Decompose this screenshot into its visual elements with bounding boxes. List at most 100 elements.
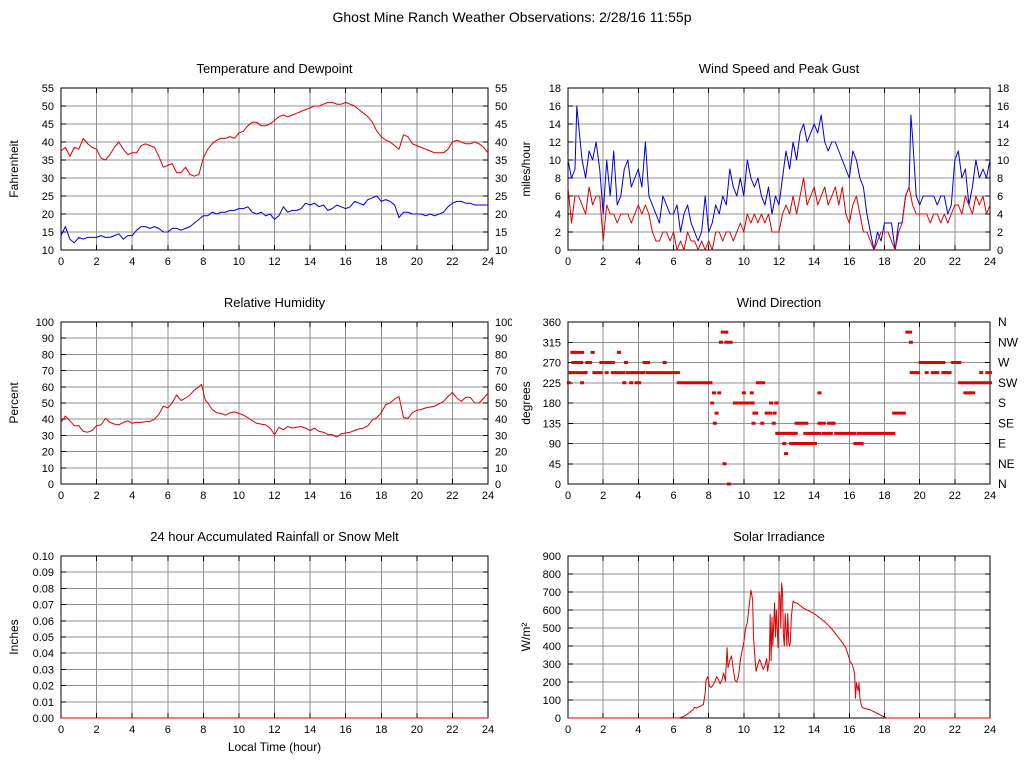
x-tick-label: 6 — [165, 490, 171, 502]
x-tick-label: 2 — [600, 724, 606, 736]
y-tick-label: 12 — [549, 137, 561, 149]
x-tick-label: 10 — [738, 724, 750, 736]
x-tick-label: 14 — [304, 256, 316, 268]
x-tick-label: 12 — [268, 490, 280, 502]
y-tick-label: 200 — [543, 677, 561, 689]
y-tick-label: 16 — [549, 101, 561, 113]
x-tick-label: 18 — [375, 256, 387, 268]
y-tick-label: 100 — [543, 695, 561, 707]
y-tick-label: 10 — [42, 463, 54, 475]
y-axis-label: W/m² — [519, 623, 533, 652]
x-tick-label: 12 — [773, 490, 785, 502]
y-tick-label-right: 2 — [997, 227, 1003, 239]
compass-label: E — [998, 437, 1006, 451]
x-tick-label: 16 — [843, 256, 855, 268]
x-tick-label: 20 — [914, 490, 926, 502]
x-tick-label: 2 — [600, 256, 606, 268]
y-axis-label: miles/hour — [519, 141, 533, 196]
x-tick-label: 24 — [984, 724, 996, 736]
series-wind-speed — [567, 177, 991, 251]
y-tick-label: 60 — [42, 382, 54, 394]
y-axis-label: degrees — [519, 381, 533, 424]
x-tick-label: 18 — [878, 490, 890, 502]
y-tick-label: 6 — [555, 191, 561, 203]
y-tick-label: 600 — [543, 605, 561, 617]
x-tick-label: 8 — [706, 490, 712, 502]
y-tick-label: 400 — [543, 641, 561, 653]
x-tick-label: 2 — [600, 490, 606, 502]
y-tick-label: 10 — [549, 155, 561, 167]
x-tick-label: 12 — [268, 256, 280, 268]
x-tick-label: 18 — [878, 256, 890, 268]
y-tick-label: 35 — [42, 155, 54, 167]
y-tick-label: 50 — [42, 101, 54, 113]
chart-wind-direction: Wind Direction 0 2 4 6 8 10 12 14 16 18 20 22 24 0 N 45… — [512, 289, 1024, 523]
x-tick-label: 6 — [670, 490, 676, 502]
x-tick-label: 0 — [58, 490, 64, 502]
x-tick-label: 24 — [984, 256, 996, 268]
x-tick-label: 4 — [635, 256, 641, 268]
y-tick-label: 100 — [36, 317, 54, 329]
x-tick-label: 18 — [878, 724, 890, 736]
x-tick-label: 22 — [949, 490, 961, 502]
chart-relative-humidity: Relative Humidity 0 2 4 6 8 10 12 14 16 18 20 22 24 0… — [0, 289, 512, 523]
y-tick-label-right: 80 — [495, 349, 507, 361]
x-tick-label: 6 — [670, 724, 676, 736]
y-tick-label: 315 — [543, 337, 561, 349]
solar-irradiance-plot: 0 2 4 6 8 10 12 14 16 18 20 22 240100200300400500600… — [519, 551, 996, 736]
x-tick-label: 20 — [411, 256, 423, 268]
x-tick-label: 8 — [200, 256, 206, 268]
y-tick-label-right: 10 — [997, 155, 1009, 167]
y-tick-label-right: 0 — [997, 245, 1003, 257]
y-tick-label: 30 — [42, 430, 54, 442]
y-tick-label-right: 45 — [495, 119, 507, 131]
series-wind-direction — [566, 330, 992, 486]
y-tick-label-right: 100 — [495, 317, 512, 329]
y-tick-label: 0.09 — [33, 567, 54, 579]
x-tick-label: 12 — [268, 724, 280, 736]
y-tick-label: 0.02 — [33, 681, 54, 693]
x-tick-label: 0 — [58, 724, 64, 736]
x-tick-label: 16 — [340, 490, 352, 502]
y-tick-label: 0.07 — [33, 600, 54, 612]
y-tick-label: 80 — [42, 349, 54, 361]
x-tick-label: 20 — [411, 490, 423, 502]
y-tick-label: 90 — [549, 439, 561, 451]
y-tick-label: 45 — [549, 459, 561, 471]
y-tick-label: 18 — [549, 83, 561, 95]
compass-label: SW — [998, 376, 1018, 390]
y-tick-label-right: 4 — [997, 209, 1003, 221]
x-tick-label: 2 — [94, 724, 100, 736]
y-tick-label: 10 — [42, 245, 54, 257]
chart-title-solar-irradiance: Solar Irradiance — [733, 529, 825, 544]
x-tick-label: 4 — [129, 490, 135, 502]
y-tick-label: 0.08 — [33, 583, 54, 595]
y-tick-label: 0.06 — [33, 616, 54, 628]
x-tick-label: 0 — [565, 256, 571, 268]
x-tick-label: 20 — [411, 724, 423, 736]
y-tick-label: 0.04 — [33, 648, 54, 660]
x-tick-label: 14 — [808, 256, 820, 268]
x-tick-label: 10 — [233, 490, 245, 502]
y-tick-label-right: 35 — [495, 155, 507, 167]
y-tick-label: 70 — [42, 366, 54, 378]
x-tick-label: 12 — [773, 724, 785, 736]
x-tick-label: 10 — [233, 256, 245, 268]
y-tick-label: 900 — [543, 551, 561, 563]
y-tick-label: 0 — [555, 245, 561, 257]
y-tick-label-right: 30 — [495, 430, 507, 442]
chart-title-relative-humidity: Relative Humidity — [223, 295, 326, 310]
x-tick-label: 14 — [808, 724, 820, 736]
x-tick-label: 10 — [233, 724, 245, 736]
y-tick-label-right: 8 — [997, 173, 1003, 185]
y-axis-label: Percent — [7, 382, 21, 424]
x-tick-label: 20 — [914, 724, 926, 736]
chart-temperature-dewpoint: Temperature and Dewpoint 0 2 4 6 8 10 12 14 16 18… — [0, 55, 512, 289]
y-axis-label: Inches — [7, 619, 21, 654]
x-tick-label: 24 — [482, 490, 494, 502]
y-tick-label-right: 60 — [495, 382, 507, 394]
chart-solar-irradiance: Solar Irradiance 0 2 4 6 8 10 12 14 16 18 20 22 24 0 1… — [512, 523, 1024, 768]
